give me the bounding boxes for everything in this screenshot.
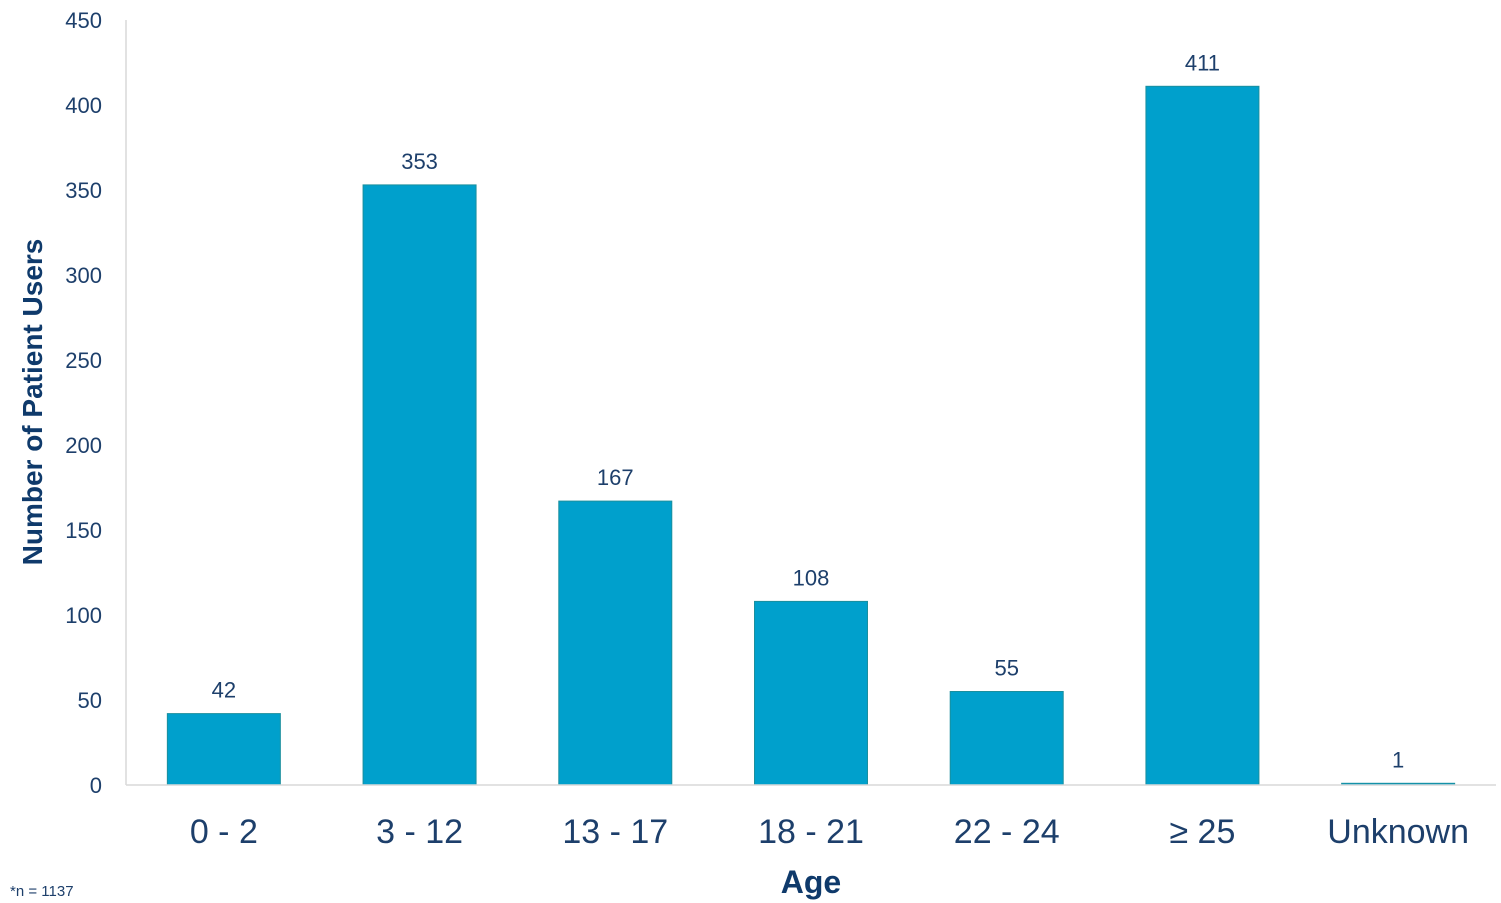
y-tick-label: 150: [65, 518, 102, 543]
bar: [754, 600, 868, 786]
bar-value-label: 167: [597, 465, 634, 490]
data-labels: 42 353 167 108 55 411 1: [212, 50, 1405, 772]
y-tick-label: 100: [65, 603, 102, 628]
bar-value-label: 353: [401, 149, 438, 174]
x-tick-label: Unknown: [1327, 813, 1469, 851]
y-tick-label: 350: [65, 178, 102, 203]
x-axis-title: Age: [781, 864, 841, 900]
y-axis-title: Number of Patient Users: [17, 239, 48, 566]
y-tick-label: 400: [65, 93, 102, 118]
y-tick-label: 200: [65, 433, 102, 458]
x-tick-label: 3 - 12: [376, 813, 463, 851]
bar: [558, 500, 673, 786]
y-tick-label: 300: [65, 263, 102, 288]
bar: [1145, 85, 1260, 786]
x-tick-label: 0 - 2: [190, 813, 258, 851]
y-tick-label: 250: [65, 348, 102, 373]
y-tick-label: 0: [90, 773, 102, 798]
bar-value-label: 411: [1185, 50, 1220, 75]
x-axis: 0 - 2 3 - 12 13 - 17 18 - 21 22 - 24 ≥ 25 Unkn…: [126, 784, 1496, 851]
x-tick-label: 18 - 21: [758, 813, 864, 851]
y-tick-label: 450: [65, 8, 102, 33]
bar-value-label: 42: [212, 678, 236, 703]
bars: [166, 85, 1456, 786]
x-tick-label: ≥ 25: [1169, 813, 1235, 851]
x-tick-label: 22 - 24: [954, 813, 1060, 851]
bar: [362, 184, 477, 786]
bar-value-label: 1: [1392, 747, 1404, 772]
bar: [949, 691, 1064, 786]
bar-value-label: 55: [994, 656, 1018, 681]
y-tick-label: 50: [78, 688, 102, 713]
sample-size-footnote: *n = 1137: [10, 883, 74, 900]
y-axis: 0 50 100 150 200 250 300 350 400 450: [65, 8, 127, 798]
bar: [166, 713, 281, 786]
bar-value-label: 108: [793, 565, 830, 590]
x-tick-label: 13 - 17: [562, 813, 668, 851]
